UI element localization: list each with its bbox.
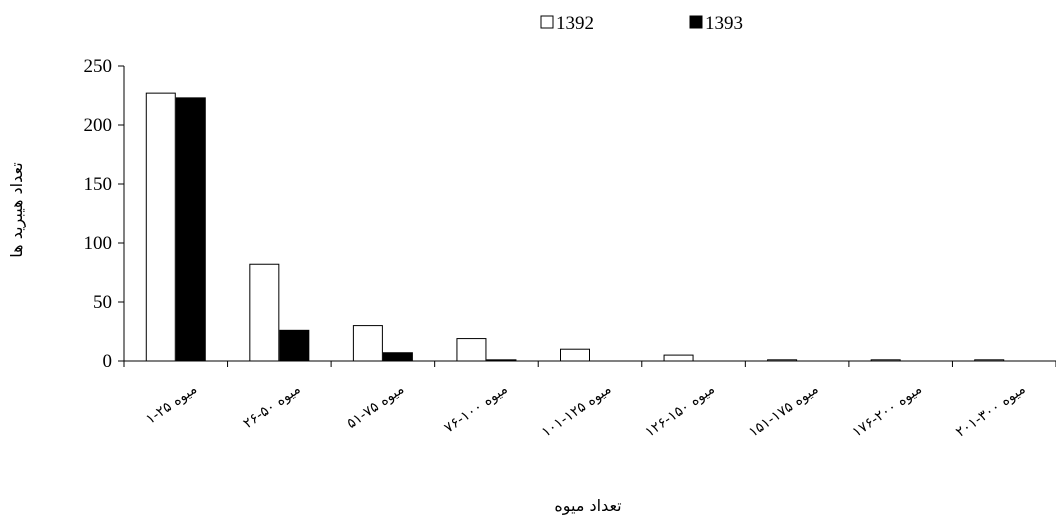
y-axis-title: تعداد هیبرید ها [7,162,27,257]
x-tick-label: ۱۲۶-۱۵۰ میوه [642,381,717,441]
legend: 1392 1393 [540,13,743,34]
legend-swatch-1393 [689,15,703,29]
bar-1393 [175,97,206,362]
x-axis-title: تعداد میوه [554,496,621,516]
y-tick-label: 150 [84,174,113,195]
y-tick-label: 250 [84,56,113,77]
x-tick-label: ۷۶-۱۰۰ میوه [441,381,510,436]
x-tick-label: ۵۱-۷۵ میوه [344,381,407,432]
x-tick-label: ۲۶-۵۰ میوه [240,381,303,432]
legend-label: 1393 [705,13,743,34]
bar-1393 [382,352,413,362]
y-tick-label: 100 [84,233,113,254]
x-tick-label: ۲۰۱-۳۰۰ میوه [953,381,1028,441]
legend-swatch-1392 [540,15,554,29]
bar-1392 [352,325,383,362]
legend-label: 1392 [556,13,594,34]
bars [145,92,1005,362]
x-axis: ۱-۲۵ میوه ۲۶-۵۰ میوه ۵۱-۷۵ میوه ۷۶-۱۰۰ میوه… [123,360,1056,441]
y-axis: 0 50 100 150 200 250 [84,56,125,372]
x-tick-label: ۱۰۱-۱۲۵ میوه [539,381,614,441]
x-tick-label: ۱۵۱-۱۷۵ میوه [746,381,821,441]
x-tick-label: ۱۷۶-۲۰۰ میوه [849,381,924,441]
bar-1392 [663,354,694,362]
x-tick-label: ۱-۲۵ میوه [143,381,200,428]
y-tick-label: 0 [103,351,113,372]
y-tick-label: 50 [93,292,112,313]
bar-1393 [279,329,310,362]
bar-1392 [560,348,590,362]
y-tick-label: 200 [84,115,113,136]
bar-1392 [249,263,280,362]
bar-1392 [456,338,487,362]
bar-1392 [145,92,176,362]
